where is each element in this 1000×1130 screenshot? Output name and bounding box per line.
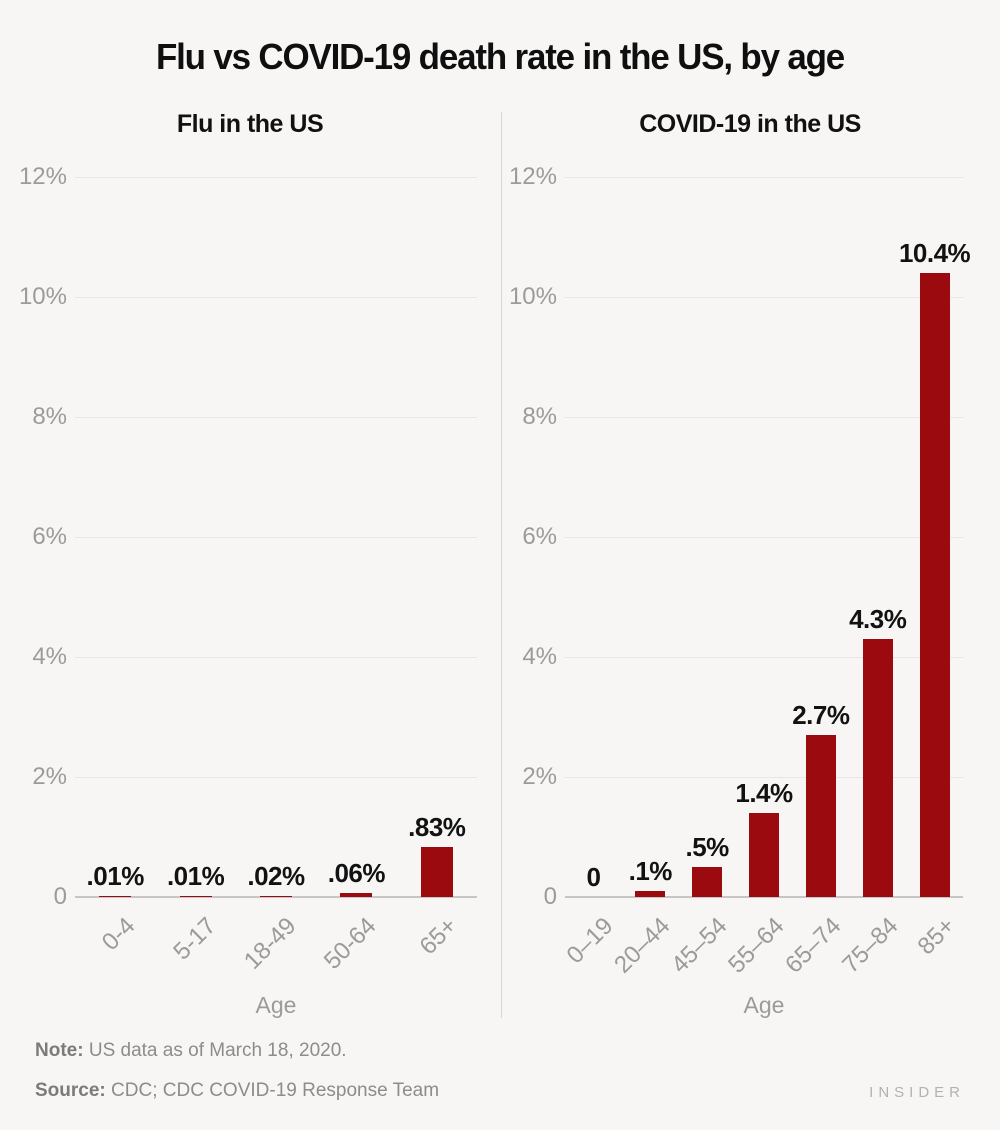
source-value: CDC; CDC COVID-19 Response Team <box>111 1080 440 1101</box>
y-tick-label-12%: 12% <box>508 163 557 190</box>
gridline-10% <box>565 297 963 298</box>
y-tick-label-6%: 6% <box>522 523 557 550</box>
gridline-2% <box>75 777 477 778</box>
y-tick-label-4%: 4% <box>32 643 67 670</box>
gridline-6% <box>75 537 477 538</box>
chart-title: Flu vs COVID-19 death rate in the US, by… <box>155 36 845 77</box>
bar-20–44 <box>635 891 666 897</box>
y-tick-label-2%: 2% <box>32 763 67 790</box>
y-tick-label-8%: 8% <box>32 403 67 430</box>
source-text: Source: CDC; CDC COVID-19 Response Team <box>35 1080 439 1102</box>
bar-55–64 <box>749 813 779 897</box>
bar-50-64 <box>340 893 373 897</box>
note-text: Note: US data as of March 18, 2020. <box>35 1040 347 1062</box>
y-tick-label-0: 0 <box>53 883 67 910</box>
value-label-85+: 10.4% <box>898 238 971 268</box>
value-label-45–54: .5% <box>685 832 729 862</box>
source-label: Source: <box>35 1080 106 1101</box>
gridline-0 <box>565 896 963 898</box>
bar-85+ <box>919 273 950 897</box>
bar-18-49 <box>260 895 292 897</box>
gridline-6% <box>565 537 963 538</box>
covid-x-axis-title: Age <box>743 992 785 1018</box>
gridline-12% <box>75 177 477 178</box>
value-label-20–44: .1% <box>628 856 673 886</box>
gridline-4% <box>75 657 477 658</box>
gridline-4% <box>565 657 963 658</box>
flu-x-axis-title: Age <box>255 992 297 1018</box>
value-label-65–74: 2.7% <box>792 700 850 730</box>
bar-45–54 <box>692 867 723 897</box>
value-label-18-49: .02% <box>247 860 305 891</box>
value-label-75–84: 4.3% <box>849 604 907 634</box>
y-tick-label-4%: 4% <box>522 643 557 670</box>
gridline-12% <box>565 177 963 178</box>
y-tick-label-2%: 2% <box>522 763 557 790</box>
gridline-0 <box>75 896 477 898</box>
y-tick-label-8%: 8% <box>522 403 557 430</box>
note-value: US data as of March 18, 2020. <box>88 1040 347 1061</box>
y-tick-label-0: 0 <box>543 883 557 910</box>
bar-75–84 <box>862 639 893 897</box>
y-tick-label-10%: 10% <box>508 283 557 310</box>
value-label-0-4: .01% <box>86 861 145 892</box>
gridline-10% <box>75 297 477 298</box>
panel-divider <box>501 112 502 1018</box>
gridline-8% <box>75 417 477 418</box>
value-label-0–19: 0 <box>586 862 601 892</box>
bar-0-4 <box>99 896 132 897</box>
covid-panel-title: COVID-19 in the US <box>639 110 861 138</box>
y-tick-label-6%: 6% <box>32 523 67 550</box>
bar-65+ <box>420 847 453 897</box>
value-label-50-64: .06% <box>327 858 386 889</box>
value-label-55–64: 1.4% <box>735 778 793 808</box>
note-label: Note: <box>35 1040 84 1061</box>
value-label-65+: .83% <box>408 812 466 843</box>
gridline-8% <box>565 417 963 418</box>
gridline-2% <box>565 777 963 778</box>
value-label-5-17: .01% <box>166 861 225 892</box>
bar-65–74 <box>805 735 836 897</box>
y-tick-label-10%: 10% <box>18 283 67 310</box>
y-tick-label-12%: 12% <box>18 163 67 190</box>
flu-panel-title: Flu in the US <box>176 110 324 138</box>
bar-5-17 <box>179 896 212 897</box>
insider-logo: INSIDER <box>869 1084 965 1101</box>
